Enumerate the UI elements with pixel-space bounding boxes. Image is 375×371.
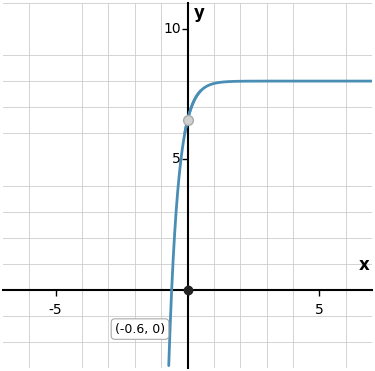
Text: x: x: [359, 256, 370, 274]
Text: 10: 10: [163, 22, 181, 36]
Text: 5: 5: [315, 303, 324, 317]
Text: (-0.6, 0): (-0.6, 0): [115, 322, 165, 335]
Text: -5: -5: [49, 303, 62, 317]
Text: 5: 5: [172, 152, 181, 167]
Text: y: y: [194, 4, 205, 22]
